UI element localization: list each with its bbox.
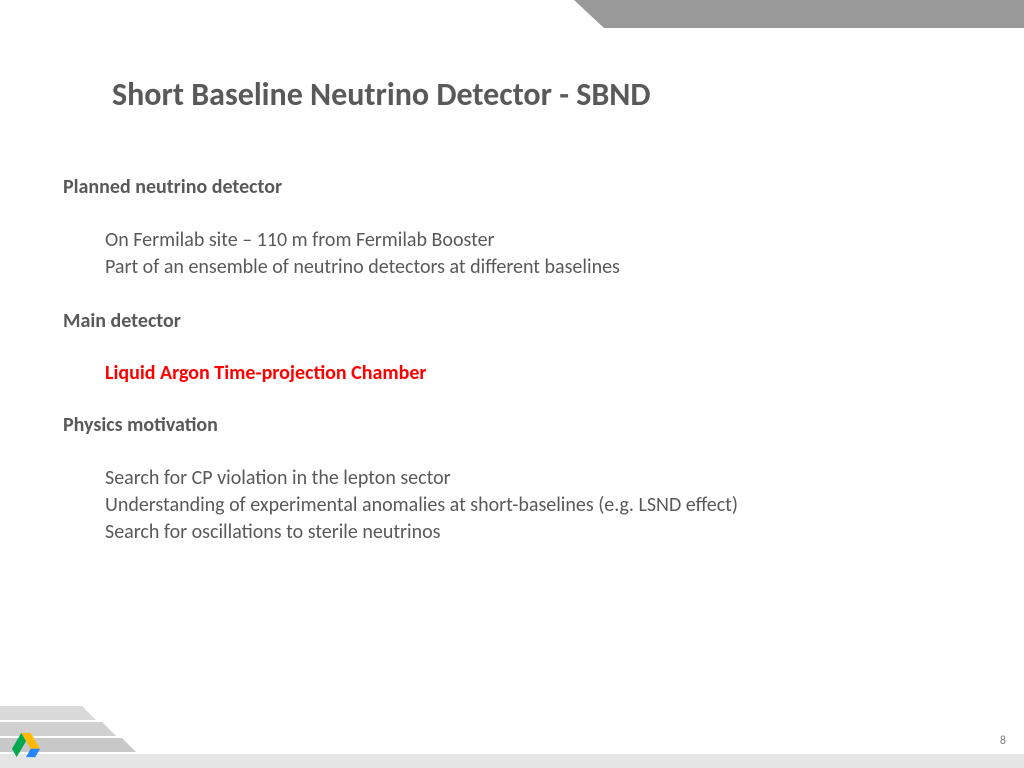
bullet-line: Search for oscillations to sterile neutr… (105, 519, 974, 546)
slide-content: Planned neutrino detector On Fermilab si… (63, 175, 974, 574)
bullet-line: On Fermilab site – 110 m from Fermilab B… (105, 227, 974, 254)
bullet-group-1: On Fermilab site – 110 m from Fermilab B… (105, 227, 974, 281)
bullet-line: Understanding of experimental anomalies … (105, 492, 974, 519)
bullet-group-2: Liquid Argon Time-projection Chamber (105, 361, 974, 385)
section-heading-3: Physics motivation (63, 413, 974, 437)
decoration-stripe (0, 706, 82, 720)
page-number: 8 (1000, 734, 1006, 748)
bullet-line: Part of an ensemble of neutrino detector… (105, 254, 974, 281)
section-heading-1: Planned neutrino detector (63, 175, 974, 199)
highlighted-text: Liquid Argon Time-projection Chamber (105, 361, 974, 385)
bottom-decoration (0, 706, 1024, 768)
bullet-group-3: Search for CP violation in the lepton se… (105, 465, 974, 546)
section-heading-2: Main detector (63, 309, 974, 333)
drive-logo-icon (12, 732, 40, 758)
bullet-line: Search for CP violation in the lepton se… (105, 465, 974, 492)
top-corner-decoration (604, 0, 1024, 28)
decoration-stripe (0, 754, 1024, 768)
slide-title: Short Baseline Neutrino Detector - SBND (112, 75, 651, 114)
